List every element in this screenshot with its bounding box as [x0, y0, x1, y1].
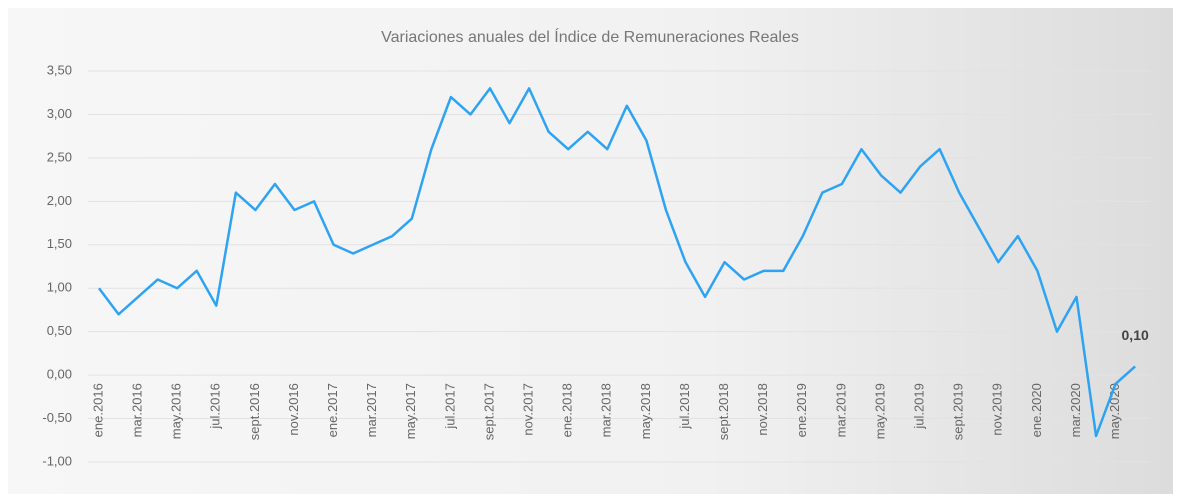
y-tick-label: 3,00 [47, 106, 72, 121]
x-tick-label: ene.2020 [1029, 383, 1044, 437]
x-tick-label: ene.2017 [325, 383, 340, 437]
y-tick-label: 2,00 [47, 193, 72, 208]
x-tick-label: sept.2018 [716, 383, 731, 440]
x-tick-label: jul.2016 [208, 383, 223, 430]
y-tick-label: 2,50 [47, 149, 72, 164]
x-tick-label: may.2019 [872, 383, 887, 439]
x-tick-label: may.2018 [638, 383, 653, 439]
x-tick-label: ene.2019 [794, 383, 809, 437]
x-tick-label: mar.2020 [1068, 383, 1083, 437]
x-tick-label: jul.2019 [912, 383, 927, 430]
y-tick-label: 1,50 [47, 236, 72, 251]
x-tick-label: jul.2017 [442, 383, 457, 430]
x-tick-label: nov.2016 [286, 383, 301, 436]
x-tick-label: jul.2018 [677, 383, 692, 430]
x-tick-label: nov.2018 [755, 383, 770, 436]
y-tick-label: 0,50 [47, 323, 72, 338]
chart-background [8, 8, 1173, 494]
x-tick-label: mar.2017 [364, 383, 379, 437]
x-tick-label: nov.2017 [521, 383, 536, 436]
x-tick-label: nov.2019 [990, 383, 1005, 436]
x-tick-label: sept.2016 [247, 383, 262, 440]
data-line [97, 87, 1136, 438]
x-tick-label: may.2017 [403, 383, 418, 439]
x-tick-label: may.2020 [1107, 383, 1122, 439]
y-tick-label: -0,50 [42, 410, 72, 425]
y-tick-label: 3,50 [47, 62, 72, 77]
y-tick-label: 0,00 [47, 367, 72, 382]
x-tick-label: may.2016 [169, 383, 184, 439]
x-tick-label: mar.2016 [130, 383, 145, 437]
y-tick-label: 1,00 [47, 280, 72, 295]
x-tick-label: ene.2016 [90, 383, 105, 437]
data-label: 0,10 [1122, 327, 1149, 343]
x-tick-label: sept.2019 [951, 383, 966, 440]
y-tick-label: -1,00 [42, 453, 72, 468]
x-tick-label: sept.2017 [481, 383, 496, 440]
x-tick-label: ene.2018 [560, 383, 575, 437]
chart-title: Variaciones anuales del Índice de Remune… [381, 27, 799, 46]
x-tick-label: mar.2018 [599, 383, 614, 437]
x-tick-label: mar.2019 [833, 383, 848, 437]
